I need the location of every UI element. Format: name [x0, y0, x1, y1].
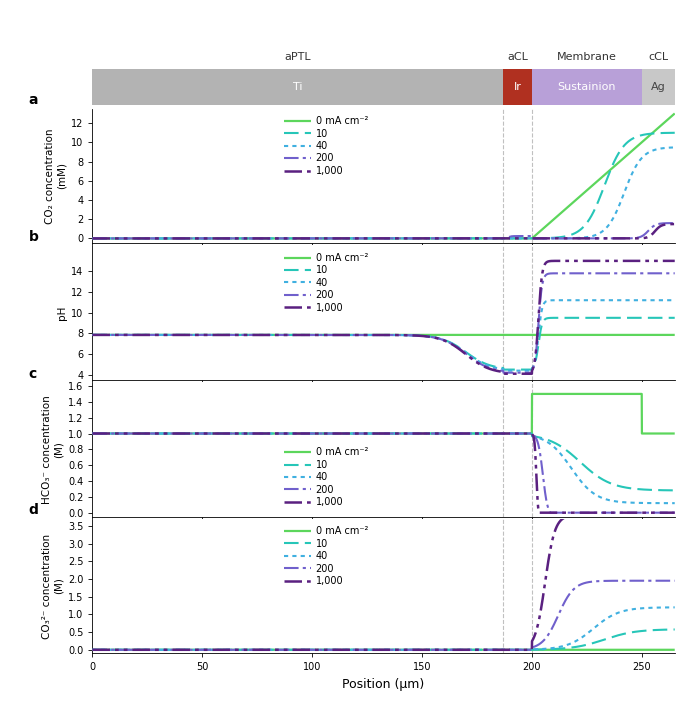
Text: aCL: aCL: [507, 52, 528, 62]
Text: aPTL: aPTL: [284, 52, 311, 62]
Bar: [92, 69, 503, 105]
Text: a: a: [29, 93, 38, 107]
Y-axis label: CO₃²⁻ concentration
(M): CO₃²⁻ concentration (M): [42, 533, 64, 639]
Text: Ti: Ti: [293, 82, 303, 92]
Text: b: b: [29, 230, 38, 244]
Legend: 0 mA cm⁻², 10, 40, 200, 1,000: 0 mA cm⁻², 10, 40, 200, 1,000: [284, 447, 368, 508]
Text: Membrane: Membrane: [557, 52, 616, 62]
Bar: [503, 69, 532, 105]
X-axis label: Position (μm): Position (μm): [342, 678, 425, 691]
Text: Ag: Ag: [651, 82, 666, 92]
Y-axis label: pH: pH: [57, 306, 67, 320]
Legend: 0 mA cm⁻², 10, 40, 200, 1,000: 0 mA cm⁻², 10, 40, 200, 1,000: [284, 116, 368, 176]
Text: Sustainion: Sustainion: [558, 82, 616, 92]
Y-axis label: HCO₃⁻ concentration
(M): HCO₃⁻ concentration (M): [42, 395, 64, 504]
Legend: 0 mA cm⁻², 10, 40, 200, 1,000: 0 mA cm⁻², 10, 40, 200, 1,000: [284, 253, 368, 313]
Y-axis label: CO₂ concentration
(mM): CO₂ concentration (mM): [45, 128, 67, 224]
Text: d: d: [29, 503, 38, 517]
Text: Ir: Ir: [514, 82, 521, 92]
Text: c: c: [29, 367, 37, 381]
Bar: [532, 69, 642, 105]
Bar: [642, 69, 675, 105]
Text: cCL: cCL: [648, 52, 669, 62]
Legend: 0 mA cm⁻², 10, 40, 200, 1,000: 0 mA cm⁻², 10, 40, 200, 1,000: [284, 526, 368, 586]
